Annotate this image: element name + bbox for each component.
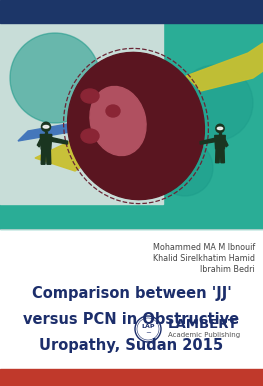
Text: ~: ~ <box>145 330 151 336</box>
Polygon shape <box>41 149 45 164</box>
Text: Mohammed MA M Ibnouif: Mohammed MA M Ibnouif <box>153 243 255 252</box>
Circle shape <box>177 65 253 141</box>
Text: Ibrahim Bedri: Ibrahim Bedri <box>200 265 255 274</box>
Circle shape <box>10 33 100 123</box>
Polygon shape <box>18 121 84 141</box>
Ellipse shape <box>217 127 223 130</box>
Circle shape <box>216 124 224 132</box>
Bar <box>0 369 263 386</box>
Ellipse shape <box>106 105 120 117</box>
Bar <box>219 133 221 135</box>
Polygon shape <box>223 138 228 147</box>
Polygon shape <box>35 136 106 171</box>
Ellipse shape <box>90 86 146 156</box>
Ellipse shape <box>81 129 99 143</box>
Ellipse shape <box>81 89 99 103</box>
Circle shape <box>78 101 142 165</box>
Polygon shape <box>186 43 263 91</box>
Text: LAMBERT: LAMBERT <box>168 318 238 330</box>
Polygon shape <box>40 134 52 149</box>
Bar <box>45 132 47 134</box>
Ellipse shape <box>43 125 49 128</box>
Circle shape <box>42 122 50 131</box>
Ellipse shape <box>68 52 204 200</box>
Text: versus PCN in Obstructive: versus PCN in Obstructive <box>23 312 240 327</box>
Text: LAP: LAP <box>141 323 155 328</box>
Circle shape <box>157 140 213 196</box>
Polygon shape <box>216 149 220 163</box>
Text: Khalid Sirelkhatim Hamid: Khalid Sirelkhatim Hamid <box>153 254 255 263</box>
Polygon shape <box>215 135 225 149</box>
Polygon shape <box>37 137 43 147</box>
Polygon shape <box>200 138 216 144</box>
Bar <box>0 23 163 204</box>
Text: Comparison between 'JJ': Comparison between 'JJ' <box>32 286 231 301</box>
Bar <box>0 23 263 229</box>
Polygon shape <box>220 149 224 163</box>
Polygon shape <box>51 137 68 144</box>
Polygon shape <box>47 149 51 164</box>
Bar <box>0 0 263 23</box>
Text: Uropathy, Sudan 2015: Uropathy, Sudan 2015 <box>39 338 224 353</box>
Text: Academic Publishing: Academic Publishing <box>168 332 240 338</box>
